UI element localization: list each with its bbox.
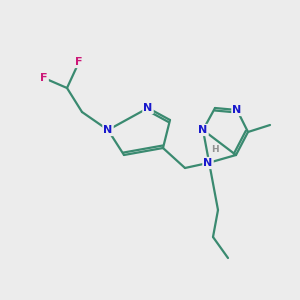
Text: N: N bbox=[143, 103, 153, 113]
Text: N: N bbox=[198, 125, 208, 135]
Text: F: F bbox=[40, 73, 48, 83]
Text: H: H bbox=[211, 146, 219, 154]
Text: N: N bbox=[232, 105, 242, 115]
Text: N: N bbox=[203, 158, 213, 168]
Text: N: N bbox=[103, 125, 112, 135]
Text: F: F bbox=[75, 57, 83, 67]
